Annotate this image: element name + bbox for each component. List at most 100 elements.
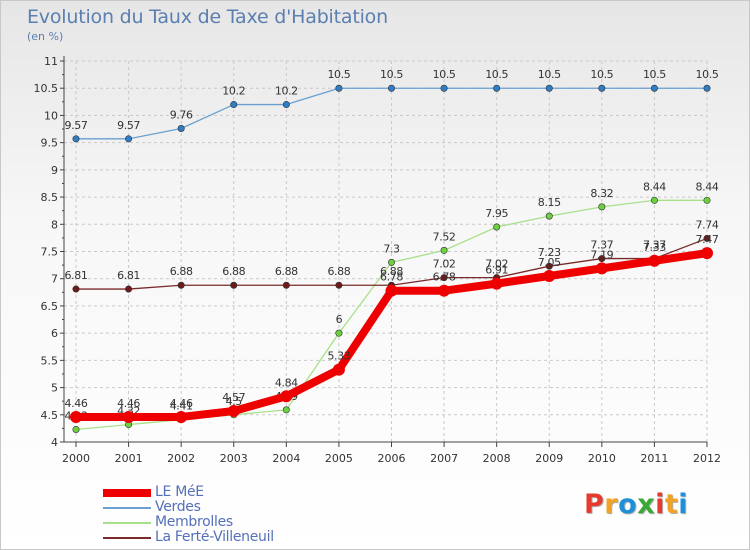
y-tick-label: 9 [51, 164, 58, 177]
data-point-verdes [282, 101, 290, 109]
data-label-verdes: 9.57 [117, 119, 140, 132]
data-point-le-m-e [595, 262, 608, 275]
data-point-verdes [703, 84, 711, 92]
y-tick-label: 10.5 [34, 82, 59, 95]
chart-subtitle: (en %) [27, 30, 64, 43]
data-label-verdes: 9.57 [65, 119, 88, 132]
data-point-le-m-e [490, 277, 503, 290]
data-label-la-fert-villeneuil: 7.37 [590, 239, 613, 252]
x-tick-label: 2003 [220, 452, 248, 465]
data-point-le-m-e [648, 254, 661, 267]
data-label-membrolles: 7.95 [485, 207, 508, 220]
y-tick-label: 7.5 [41, 246, 59, 259]
data-label-membrolles: 6 [336, 313, 343, 326]
data-point-le-m-e [385, 284, 398, 297]
data-point-verdes [650, 84, 658, 92]
data-label-la-fert-villeneuil: 6.88 [275, 265, 298, 278]
data-label-la-fert-villeneuil: 6.88 [222, 265, 245, 278]
logo-letter: r [604, 489, 619, 520]
data-point-le-m-e [438, 284, 451, 297]
data-point-le-m-e [122, 410, 135, 423]
data-label-la-fert-villeneuil: 6.81 [117, 269, 140, 282]
data-point-la-fert-villeneuil [230, 281, 238, 289]
legend-label: Verdes [155, 499, 201, 515]
data-label-le-m-e: 7.19 [590, 248, 613, 261]
data-point-membrolles [282, 406, 290, 414]
data-label-verdes: 10.5 [380, 68, 403, 81]
data-point-verdes [545, 84, 553, 92]
data-label-le-m-e: 6.78 [380, 271, 403, 284]
data-point-membrolles [650, 196, 658, 204]
data-point-la-fert-villeneuil [125, 285, 133, 293]
data-point-verdes [598, 84, 606, 92]
data-label-verdes: 10.5 [643, 68, 666, 81]
data-label-la-fert-villeneuil: 7.02 [485, 258, 508, 271]
x-tick-label: 2008 [483, 452, 511, 465]
data-label-le-m-e: 7.05 [538, 256, 561, 269]
data-point-membrolles [598, 203, 606, 211]
data-point-le-m-e [280, 390, 293, 403]
data-point-la-fert-villeneuil [282, 281, 290, 289]
data-point-verdes [125, 135, 133, 143]
data-point-verdes [440, 84, 448, 92]
data-label-verdes: 10.5 [327, 68, 350, 81]
logo-letter: t [664, 489, 679, 520]
data-point-membrolles [72, 425, 80, 433]
data-label-le-m-e: 7.47 [696, 233, 719, 246]
y-tick-label: 6 [51, 327, 58, 340]
data-label-verdes: 10.5 [433, 68, 456, 81]
data-label-verdes: 10.5 [696, 68, 719, 81]
data-label-le-m-e: 5.33 [327, 350, 350, 363]
data-label-verdes: 10.2 [275, 85, 298, 98]
proxiti-logo: Proxiti [584, 489, 688, 520]
data-point-verdes [335, 84, 343, 92]
logo-letter: x [637, 489, 656, 520]
data-point-le-m-e [543, 269, 556, 282]
legend-label: LE MéE [155, 484, 204, 500]
y-tick-label: 8 [51, 218, 58, 231]
data-point-membrolles [703, 196, 711, 204]
legend-label: La Ferté-Villeneuil [155, 529, 274, 545]
x-tick-label: 2006 [378, 452, 406, 465]
data-label-verdes: 10.2 [222, 85, 245, 98]
data-label-le-m-e: 7.33 [643, 241, 666, 254]
data-point-la-fert-villeneuil [545, 262, 553, 270]
data-label-la-fert-villeneuil: 6.88 [327, 265, 350, 278]
data-label-verdes: 10.5 [590, 68, 613, 81]
data-point-membrolles [387, 258, 395, 266]
data-label-membrolles: 7.3 [383, 242, 400, 255]
data-label-membrolles: 8.15 [538, 196, 561, 209]
data-point-membrolles [335, 329, 343, 337]
data-point-la-fert-villeneuil [703, 234, 711, 242]
data-point-membrolles [545, 212, 553, 220]
data-label-verdes: 10.5 [485, 68, 508, 81]
y-tick-label: 6.5 [41, 300, 59, 313]
data-label-la-fert-villeneuil: 6.88 [170, 265, 193, 278]
data-point-verdes [493, 84, 501, 92]
data-label-la-fert-villeneuil: 6.81 [65, 269, 88, 282]
y-tick-label: 4 [51, 436, 58, 449]
data-label-le-m-e: 6.78 [433, 271, 456, 284]
data-point-le-m-e [70, 410, 82, 423]
data-label-la-fert-villeneuil: 7.02 [433, 258, 456, 271]
data-label-membrolles: 8.44 [696, 180, 719, 193]
x-tick-label: 2002 [167, 452, 195, 465]
data-point-la-fert-villeneuil [335, 281, 343, 289]
legend-swatch [103, 507, 151, 509]
data-label-le-m-e: 4.84 [275, 376, 298, 389]
y-tick-label: 9.5 [41, 137, 59, 150]
data-label-membrolles: 4.41 [170, 400, 193, 413]
x-tick-label: 2004 [272, 452, 300, 465]
data-point-le-m-e [701, 247, 713, 260]
data-point-verdes [177, 124, 185, 132]
data-point-le-m-e [175, 410, 188, 423]
y-tick-label: 10 [44, 109, 58, 122]
y-tick-label: 4.5 [41, 409, 59, 422]
data-label-membrolles: 4.5 [226, 395, 243, 408]
data-point-le-m-e [332, 363, 345, 376]
y-tick-label: 11 [44, 55, 58, 68]
data-label-verdes: 9.76 [170, 108, 193, 121]
data-label-le-m-e: 4.46 [170, 397, 193, 410]
data-label-le-m-e: 4.46 [117, 397, 140, 410]
